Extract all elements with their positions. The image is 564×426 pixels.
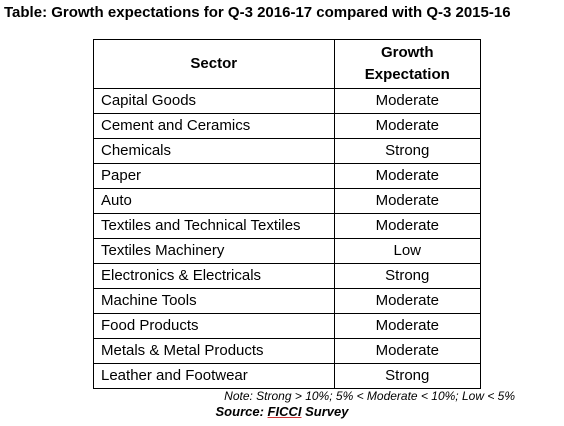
table-row: Machine Tools Moderate: [93, 288, 482, 314]
table-row: Metals & Metal Products Moderate: [93, 338, 482, 364]
table-title: Table: Growth expectations for Q-3 2016-…: [4, 4, 511, 21]
growth-cell: Low: [333, 238, 482, 264]
sector-cell: Metals & Metal Products: [93, 338, 335, 364]
header-growth-expectation: Growth Expectation: [333, 39, 482, 89]
header-sector: Sector: [93, 39, 335, 89]
table-row: Food Products Moderate: [93, 313, 482, 339]
sector-cell: Paper: [93, 163, 335, 189]
table-row: Paper Moderate: [93, 163, 482, 189]
table-note: Note: Strong > 10%; 5% < Moderate < 10%;…: [224, 389, 515, 403]
header-growth-line2: Expectation: [364, 66, 450, 83]
sector-cell: Chemicals: [93, 138, 335, 164]
sector-cell: Textiles Machinery: [93, 238, 335, 264]
source-ficci: FICCI: [267, 404, 302, 419]
sector-cell: Textiles and Technical Textiles: [93, 213, 335, 239]
table-row: Textiles and Technical Textiles Moderate: [93, 213, 482, 239]
growth-cell: Moderate: [333, 288, 482, 314]
header-growth-line1: Growth: [381, 44, 434, 61]
table-row: Cement and Ceramics Moderate: [93, 113, 482, 139]
sector-cell: Leather and Footwear: [93, 363, 335, 389]
source-prefix: Source:: [215, 404, 268, 419]
growth-cell: Moderate: [333, 163, 482, 189]
growth-cell: Moderate: [333, 188, 482, 214]
sector-cell: Cement and Ceramics: [93, 113, 335, 139]
sector-cell: Auto: [93, 188, 335, 214]
table-row: Auto Moderate: [93, 188, 482, 214]
table-row: Chemicals Strong: [93, 138, 482, 164]
growth-expectations-table: Sector Growth Expectation Capital Goods …: [93, 39, 482, 389]
growth-cell: Moderate: [333, 113, 482, 139]
growth-cell: Moderate: [333, 313, 482, 339]
growth-cell: Moderate: [333, 338, 482, 364]
sector-cell: Capital Goods: [93, 88, 335, 114]
table-row: Textiles Machinery Low: [93, 238, 482, 264]
table-row: Capital Goods Moderate: [93, 88, 482, 114]
source-line: Source: FICCI Survey: [0, 404, 564, 420]
growth-cell: Moderate: [333, 213, 482, 239]
sector-cell: Food Products: [93, 313, 335, 339]
source-suffix: Survey: [301, 404, 349, 419]
growth-cell: Moderate: [333, 88, 482, 114]
growth-cell: Strong: [333, 138, 482, 164]
table-header-row: Sector Growth Expectation: [93, 39, 482, 89]
table-row: Electronics & Electricals Strong: [93, 263, 482, 289]
sector-cell: Machine Tools: [93, 288, 335, 314]
sector-cell: Electronics & Electricals: [93, 263, 335, 289]
growth-cell: Strong: [333, 363, 482, 389]
growth-cell: Strong: [333, 263, 482, 289]
table-row: Leather and Footwear Strong: [93, 363, 482, 389]
